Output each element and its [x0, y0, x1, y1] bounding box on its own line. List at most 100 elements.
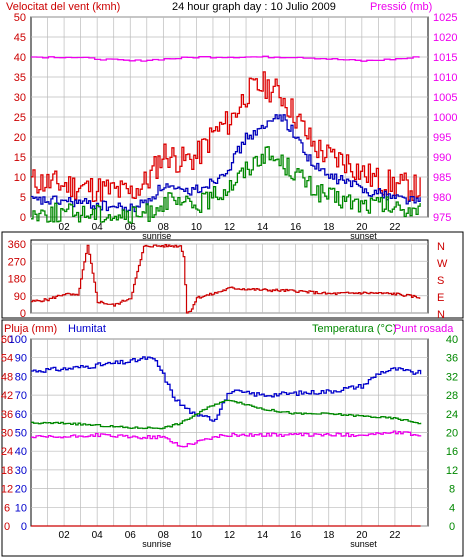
tick-label: 32: [446, 371, 458, 383]
x-tick-label: 16: [290, 530, 302, 541]
tick-label: 30: [14, 92, 26, 104]
tick-label: 16: [446, 446, 458, 458]
tick-label: 0: [20, 308, 26, 320]
tick-label: 20: [15, 484, 27, 496]
compass-label: N: [437, 241, 445, 253]
x-tick-label: 06: [125, 222, 137, 233]
tick-label: 4: [449, 502, 455, 514]
humidity-axis-label: Humitat: [68, 323, 106, 335]
tick-label: 995: [433, 132, 451, 144]
x-tick-label: 12: [224, 222, 236, 233]
wind-axis-label: Velocitat del vent (kmh): [6, 1, 120, 13]
tick-label: 12: [446, 465, 458, 477]
tick-label: 25: [14, 112, 26, 124]
tick-label: 70: [15, 390, 27, 402]
tick-label: 1005: [433, 92, 457, 104]
x-tick-label: 06: [125, 530, 137, 541]
tick-label: 1010: [433, 72, 457, 84]
tick-label: 12: [1, 484, 13, 496]
tick-label: 1025: [433, 12, 457, 24]
tick-label: 985: [433, 172, 451, 184]
tick-label: 0: [449, 521, 455, 533]
tick-label: 24: [1, 446, 13, 458]
sunrise-label: sunrise: [142, 539, 171, 549]
sunrise-label: sunrise: [142, 231, 171, 241]
compass-label: E: [437, 292, 444, 304]
x-tick-label: 14: [257, 222, 269, 233]
tick-label: 28: [446, 390, 458, 402]
tick-label: 100: [9, 334, 27, 346]
x-tick-label: 04: [92, 530, 104, 541]
tick-label: 30: [15, 465, 27, 477]
series-line-gust: [31, 71, 421, 203]
x-tick-label: 08: [158, 530, 170, 541]
tick-label: 36: [1, 409, 13, 421]
x-tick-label: 04: [92, 222, 104, 233]
tick-label: 30: [1, 428, 13, 440]
tick-label: 1015: [433, 52, 457, 64]
tick-label: 10: [14, 172, 26, 184]
tick-label: 60: [1, 334, 13, 346]
tick-label: 54: [1, 353, 13, 365]
tick-label: 50: [15, 428, 27, 440]
x-tick-label: 12: [224, 530, 236, 541]
tick-label: 975: [433, 212, 451, 224]
tick-label: 180: [8, 274, 26, 286]
x-tick-label: 18: [323, 530, 335, 541]
tick-label: 5: [20, 192, 26, 204]
tick-label: 15: [14, 152, 26, 164]
series-line-wind-direction: [31, 244, 421, 314]
tick-label: 1020: [433, 32, 457, 44]
tick-label: 35: [14, 72, 26, 84]
tick-label: 36: [446, 353, 458, 365]
compass-label: W: [437, 258, 448, 270]
tick-label: 360: [8, 239, 26, 251]
chart-marks: 0510152025303540455097598098599099510001…: [1, 12, 458, 549]
x-tick-label: 08: [158, 222, 170, 233]
compass-label: S: [437, 275, 444, 287]
chart-title: 24 hour graph day : 10 Julio 2009: [172, 1, 336, 13]
tick-label: 90: [15, 353, 27, 365]
rain-axis-label: Pluja (mm): [4, 323, 57, 335]
tick-label: 90: [14, 291, 26, 303]
temperature-axis-label: Temperatura (°C): [312, 323, 396, 335]
tick-label: 0: [4, 521, 10, 533]
tick-label: 8: [449, 484, 455, 496]
tick-label: 40: [14, 52, 26, 64]
series-line-pressure: [31, 55, 420, 62]
series-line-low: [31, 146, 421, 224]
tick-label: 45: [14, 32, 26, 44]
tick-label: 270: [8, 256, 26, 268]
tick-label: 990: [433, 152, 451, 164]
tick-label: 1000: [433, 112, 457, 124]
tick-label: 0: [20, 212, 26, 224]
tick-label: 6: [4, 502, 10, 514]
tick-label: 0: [21, 521, 27, 533]
series-line-dew-point: [31, 430, 422, 448]
tick-label: 40: [15, 446, 27, 458]
compass-label: N: [437, 309, 445, 321]
pressure-axis-label: Pressió (mb): [370, 1, 432, 13]
tick-label: 42: [1, 390, 13, 402]
sunset-label: sunset: [350, 539, 377, 549]
x-tick-label: 14: [257, 530, 269, 541]
x-tick-label: 16: [290, 222, 302, 233]
tick-label: 10: [15, 502, 27, 514]
tick-label: 18: [1, 465, 13, 477]
tick-label: 60: [15, 409, 27, 421]
panel3-outer: [1, 319, 464, 557]
x-tick-label: 02: [59, 222, 71, 233]
tick-label: 40: [446, 334, 458, 346]
x-tick-label: 22: [389, 530, 401, 541]
tick-label: 80: [15, 371, 27, 383]
x-tick-label: 10: [191, 530, 203, 541]
dewpoint-axis-label: Punt rosada: [394, 323, 454, 335]
tick-label: 20: [446, 428, 458, 440]
sunset-label: sunset: [350, 231, 377, 241]
series-line-temperature: [31, 399, 422, 430]
tick-label: 980: [433, 192, 451, 204]
x-tick-label: 20: [356, 222, 368, 233]
x-tick-label: 18: [323, 222, 335, 233]
x-tick-label: 20: [356, 530, 368, 541]
